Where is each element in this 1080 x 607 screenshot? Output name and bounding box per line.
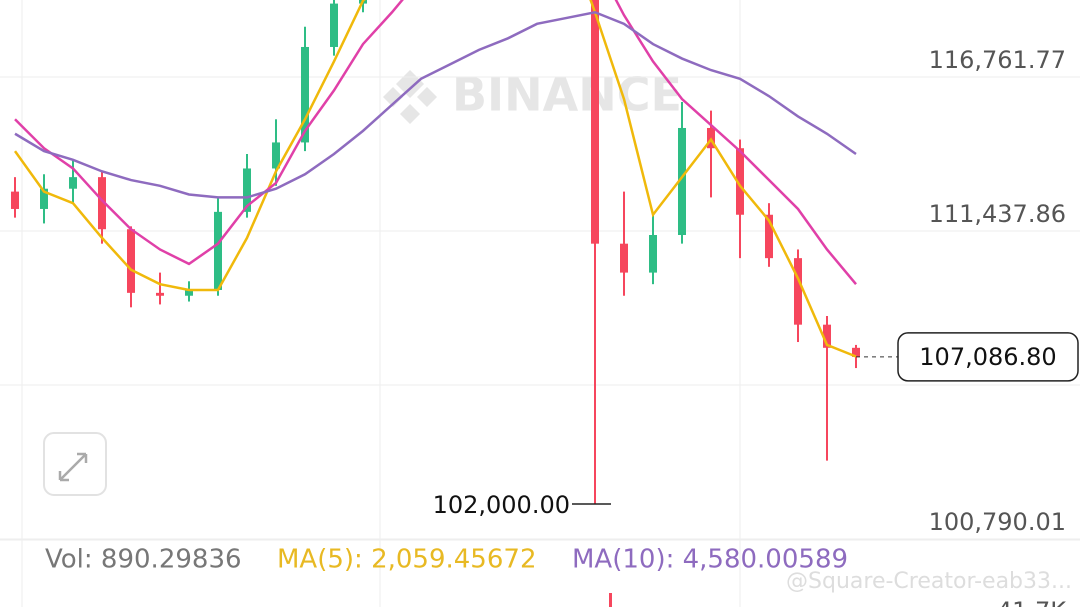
plot <box>11 0 860 505</box>
last-price-label: 107,086.80 <box>919 343 1056 371</box>
moving-average-line <box>14 0 857 285</box>
candle-body <box>156 292 164 296</box>
candle-body <box>591 0 599 244</box>
expand-button[interactable] <box>43 432 107 496</box>
watermark-logo <box>383 70 437 124</box>
credit: @Square-Creator-eab33... <box>786 569 1072 594</box>
candle-body <box>823 324 831 348</box>
candle-body <box>794 258 802 325</box>
volume-legend: Vol: 890.29836 <box>45 545 242 575</box>
candle-body <box>40 188 48 209</box>
low-marker-label: 102,000.00 <box>433 491 570 519</box>
candle-body <box>620 243 628 273</box>
expand-icon <box>58 452 88 482</box>
volume-axis-label: 41.7K <box>997 597 1067 607</box>
y-tick-label: 116,761.77 <box>929 46 1066 74</box>
candle-body <box>301 46 309 143</box>
candle-body <box>678 127 686 236</box>
y-tick-label: 111,437.86 <box>929 200 1066 228</box>
candle-body <box>243 168 251 212</box>
candle-body <box>765 214 773 259</box>
overlay: 102,000.00 107,086.80 <box>433 332 1079 519</box>
last-price-box <box>897 332 1079 382</box>
candle-body <box>330 3 338 47</box>
candle-body <box>127 229 135 293</box>
moving-average-line <box>14 10 857 199</box>
volume-ma5-legend: MA(5): 2,059.45672 <box>277 545 536 575</box>
candle-body <box>736 148 744 215</box>
candle-body <box>852 347 860 357</box>
y-tick-label: 100,790.01 <box>929 508 1066 536</box>
moving-average-line <box>13 0 857 358</box>
volume-ma10-legend: MA(10): 4,580.00589 <box>572 545 848 575</box>
candle-body <box>69 177 77 189</box>
candle-body <box>185 289 193 296</box>
candle-body <box>272 142 280 169</box>
volume-bar <box>609 593 612 607</box>
watermark-text: BINANCE <box>452 68 682 122</box>
candle-body <box>649 235 657 273</box>
watermark: BINANCE <box>383 68 682 124</box>
candle-body <box>98 177 106 230</box>
candle-body <box>11 191 19 209</box>
candle-body <box>214 211 222 290</box>
